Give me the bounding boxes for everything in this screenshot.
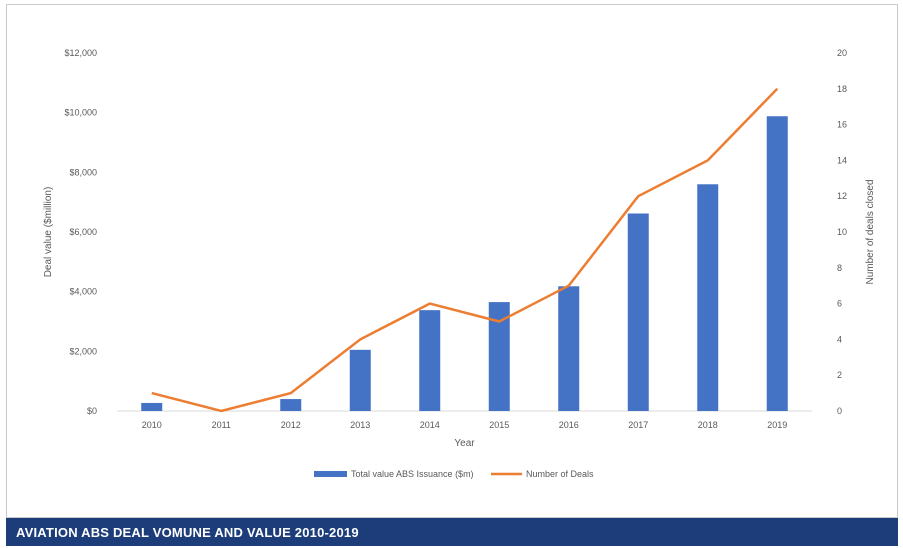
figure-caption-bar: AVIATION ABS DEAL VOMUNE AND VALUE 2010-… [6, 518, 898, 546]
x-tick-label: 2015 [489, 420, 509, 430]
y2-tick-label: 10 [837, 227, 847, 237]
chart-frame: $0 $2,000 $4,000 $6,000 $8,000 $10,000 $12,000… [6, 4, 898, 518]
legend-bar-label: Total value ABS Issuance ($m) [351, 469, 474, 479]
y-tick-label: $8,000 [69, 167, 97, 177]
figure-caption: AVIATION ABS DEAL VOMUNE AND VALUE 2010-… [16, 524, 359, 540]
y-tick-label: $6,000 [69, 227, 97, 237]
y-tick-label: $2,000 [69, 346, 97, 356]
legend-bar-swatch [314, 471, 347, 477]
y2-tick-label: 8 [837, 263, 842, 273]
deals-line [151, 87, 779, 413]
y-tick-label: $0 [87, 406, 97, 416]
y2-tick-label: 4 [837, 334, 842, 344]
bar-2018 [697, 184, 719, 411]
legend: Total value ABS Issuance ($m) Number of … [314, 469, 594, 479]
x-tick-label: 2014 [420, 420, 440, 430]
y2-tick-label: 12 [837, 191, 847, 201]
bar-2014 [419, 310, 441, 411]
y-tick-label: $12,000 [64, 48, 97, 58]
y2-tick-label: 0 [837, 406, 842, 416]
x-axis-title: Year [454, 438, 475, 449]
y2-tick-label: 16 [837, 120, 847, 130]
y2-tick-label: 20 [837, 48, 847, 58]
chart: $0 $2,000 $4,000 $6,000 $8,000 $10,000 $12,000… [43, 48, 876, 479]
legend-line-label: Number of Deals [526, 469, 594, 479]
y-tick-label: $10,000 [64, 108, 97, 118]
x-tick-label: 2013 [350, 420, 370, 430]
y2-tick-label: 18 [837, 84, 847, 94]
y2-tick-label: 2 [837, 370, 842, 380]
bar-2010 [141, 402, 163, 411]
x-tick-label: 2016 [559, 420, 579, 430]
x-tick-label: 2017 [628, 420, 648, 430]
y2-axis-title: Number of deals closed [865, 179, 876, 284]
x-tick-label: 2010 [142, 420, 162, 430]
y2-tick-label: 6 [837, 299, 842, 309]
bar-2013 [349, 349, 371, 411]
bar-2019 [766, 116, 788, 411]
bar-2017 [627, 213, 649, 411]
bar-2015 [488, 302, 510, 411]
bar-2012 [280, 399, 302, 411]
y-axis-title: Deal value ($million) [43, 187, 54, 278]
y2-tick-label: 14 [837, 155, 847, 165]
x-tick-label: 2019 [767, 420, 787, 430]
bar-2016 [558, 286, 580, 411]
x-tick-label: 2012 [281, 420, 301, 430]
y-tick-label: $4,000 [69, 287, 97, 297]
x-tick-label: 2011 [212, 420, 231, 430]
x-tick-label: 2018 [698, 420, 718, 430]
